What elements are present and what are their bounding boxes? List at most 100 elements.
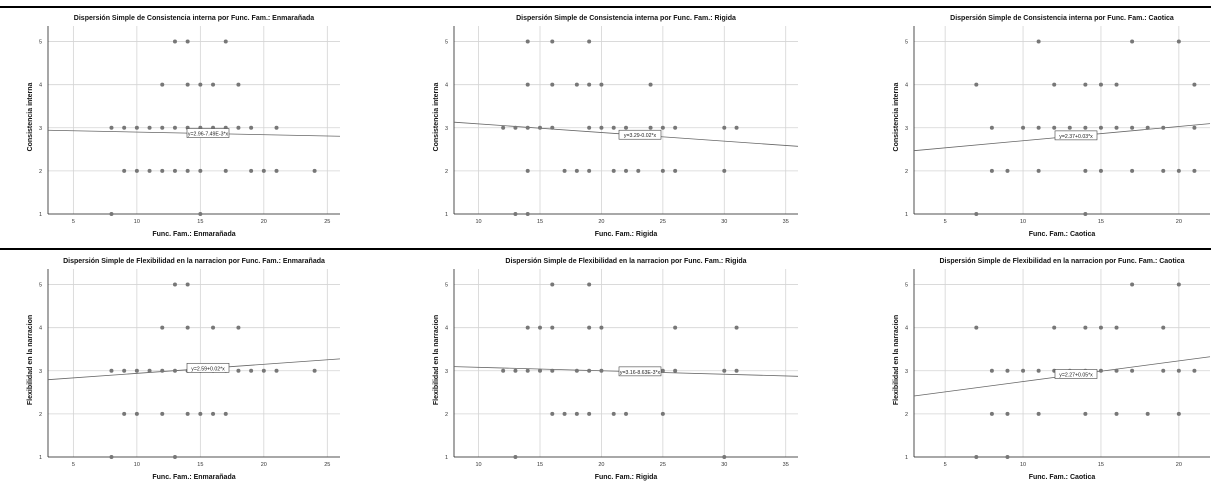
x-tick-label: 35 [783,462,789,468]
data-point [1098,82,1103,87]
x-tick-label: 20 [261,462,267,468]
data-point [587,282,592,287]
data-point [249,125,254,130]
separator-top [0,6,1211,8]
data-point [1192,168,1197,173]
data-point [1098,325,1103,330]
fit-label-text: y=2.59+0.02*x [191,366,225,372]
data-point [550,282,555,287]
fit-label-box [618,366,662,377]
data-point [211,82,216,87]
fit-label-text: y=2.27+0.05*x [1059,373,1093,379]
data-point [1161,368,1166,373]
x-tick-label: 25 [324,462,330,468]
data-point [249,168,254,173]
data-point [185,325,190,330]
data-point [1067,125,1072,130]
data-point [734,368,739,373]
data-point [172,368,177,373]
data-point [1052,325,1057,330]
y-tick-label: 4 [445,83,448,89]
data-point [122,168,127,173]
y-tick-label: 4 [905,326,908,332]
data-point [611,168,616,173]
data-point [122,125,127,130]
data-point [160,168,165,173]
y-tick-label: 2 [445,412,448,418]
data-point [974,325,979,330]
data-point [611,411,616,416]
y-tick-label: 5 [445,40,448,46]
data-point [648,82,653,87]
data-point [198,411,203,416]
data-point [974,212,979,216]
data-point [211,411,216,416]
data-point [673,168,678,173]
data-point [147,125,152,130]
data-point [1083,82,1088,87]
data-point [611,125,616,130]
data-point [1176,411,1181,416]
chart-title: Dispersión Simple de Consistencia intern… [74,15,314,22]
fit-label-box [186,128,230,138]
chart-title: Dispersión Simple de Flexibilidad en la … [939,258,1184,265]
data-point [1161,325,1166,330]
data-point [1083,411,1088,416]
data-point [1192,368,1197,373]
data-point [660,411,665,416]
data-point [525,212,530,216]
x-axis-label: Func. Fam.: Enmarañada [152,474,235,481]
x-tick-label: 25 [660,219,666,225]
data-point [722,368,727,373]
fit-label: y=3.29-0.02*x [618,129,662,140]
data-point [134,168,139,173]
data-point [525,82,530,87]
data-point [501,125,506,130]
data-point [1083,325,1088,330]
separator-middle [0,248,1211,250]
data-point [160,125,165,130]
data-point [525,325,530,330]
y-tick-label: 2 [905,412,908,418]
data-point [274,368,279,373]
data-point [147,368,152,373]
data-point [722,168,727,173]
x-tick-label: 5 [944,219,947,225]
data-point [1052,82,1057,87]
data-point [1052,125,1057,130]
data-point [1036,411,1041,416]
data-point [160,325,165,330]
y-axis-label: Flexibilidad en la narracion [433,315,440,405]
data-point [1098,125,1103,130]
data-point [122,411,127,416]
data-point [160,82,165,87]
data-point [989,411,994,416]
y-tick-label: 5 [445,283,448,289]
x-tick-label: 10 [1020,219,1026,225]
data-point [734,325,739,330]
data-point [172,168,177,173]
y-tick-label: 1 [39,455,42,461]
x-tick-label: 35 [783,219,789,225]
y-tick-label: 5 [39,40,42,46]
x-tick-label: 30 [721,219,727,225]
x-tick-label: 15 [537,462,543,468]
data-point [198,168,203,173]
data-point [525,168,530,173]
data-point [1005,411,1010,416]
x-tick-label: 30 [721,462,727,468]
y-tick-label: 3 [39,369,42,375]
data-point [722,455,727,459]
data-point [109,368,114,373]
data-point [734,125,739,130]
x-tick-label: 20 [1176,462,1182,468]
fit-label-box [186,362,230,373]
data-point [261,368,266,373]
x-axis-label: Func. Fam.: Rigida [595,474,658,481]
x-tick-label: 15 [1098,219,1104,225]
y-tick-label: 1 [905,212,908,218]
data-point [1145,125,1150,130]
fit-label: y=2.59+0.02*x [186,362,230,373]
fit-label-text: y=2.96-7.49E-3*x [188,132,229,138]
